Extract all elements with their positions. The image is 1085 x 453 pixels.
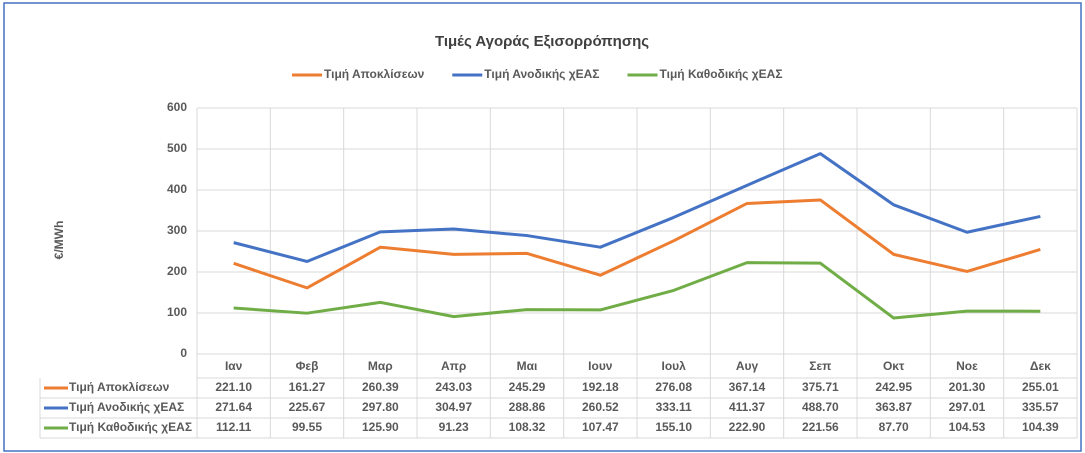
table-cell: 255.01: [1022, 380, 1059, 394]
table-cell: 411.37: [729, 400, 765, 414]
y-tick-label: 100: [167, 305, 187, 319]
table-cell: 304.97: [435, 400, 472, 414]
x-tick-label: Ιαν: [225, 359, 243, 373]
table-cell: 107.47: [582, 420, 619, 434]
table-cell: 192.18: [582, 380, 619, 394]
table-cell: 201.30: [949, 380, 986, 394]
table-row-header: Τιμή Καθοδικής χΕΑΣ: [69, 420, 192, 434]
table-cell: 363.87: [875, 400, 912, 414]
series-line: [233, 198, 1041, 290]
x-tick-label: Απρ: [441, 359, 466, 373]
table-cell: 335.57: [1022, 400, 1059, 414]
table-cell: 91.23: [439, 420, 469, 434]
y-tick-label: 300: [167, 223, 187, 237]
table-cell: 104.39: [1022, 420, 1059, 434]
x-tick-label: Ιουν: [588, 359, 613, 373]
table-cell: 488.70: [802, 400, 839, 414]
x-tick-label: Μαι: [517, 359, 538, 373]
x-tick-label: Αυγ: [736, 359, 759, 373]
table-cell: 221.56: [802, 420, 839, 434]
y-tick-label: 200: [167, 264, 187, 278]
table-row-header: Τιμή Ανοδικής χΕΑΣ: [69, 400, 184, 414]
series-line: [233, 152, 1041, 263]
table-cell: 375.71: [802, 380, 839, 394]
x-tick-label: Οκτ: [883, 359, 905, 373]
table-cell: 221.10: [215, 380, 252, 394]
y-tick-label: 500: [167, 141, 187, 155]
table-cell: 271.64: [215, 400, 252, 414]
x-tick-label: Μαρ: [368, 359, 393, 373]
table-row-header: Τιμή Αποκλίσεων: [69, 380, 170, 394]
table-cell: 125.90: [362, 420, 399, 434]
x-tick-label: Σεπ: [809, 359, 831, 373]
x-tick-label: Δεκ: [1030, 359, 1051, 373]
x-tick-label: Φεβ: [296, 359, 319, 373]
table-cell: 276.08: [655, 380, 692, 394]
y-axis-title: €/MWh: [52, 221, 66, 260]
chart-frame: [3, 2, 1082, 452]
table-cell: 222.90: [729, 420, 766, 434]
table-cell: 367.14: [729, 380, 766, 394]
table-cell: 104.53: [949, 420, 986, 434]
table-cell: 112.11: [216, 420, 252, 434]
chart-title: Τιμές Αγοράς Εξισορρόπησης: [435, 33, 649, 50]
table-cell: 333.11: [656, 400, 692, 414]
table-cell: 242.95: [875, 380, 912, 394]
series-line: [233, 261, 1041, 320]
table-cell: 260.39: [362, 380, 399, 394]
table-cell: 288.86: [509, 400, 546, 414]
y-tick-label: 400: [167, 182, 187, 196]
table-cell: 99.55: [292, 420, 322, 434]
table-cell: 260.52: [582, 400, 619, 414]
table-cell: 161.27: [289, 380, 326, 394]
table-cell: 245.29: [509, 380, 546, 394]
legend-label: Τιμή Αποκλίσεων: [324, 67, 425, 81]
y-tick-label: 0: [180, 346, 187, 360]
table-cell: 225.67: [289, 400, 326, 414]
table-cell: 297.80: [362, 400, 399, 414]
table-cell: 243.03: [435, 380, 472, 394]
table-cell: 155.10: [655, 420, 692, 434]
legend-label: Τιμή Καθοδικής χΕΑΣ: [660, 67, 783, 81]
legend-label: Τιμή Ανοδικής χΕΑΣ: [484, 67, 599, 81]
table-cell: 108.32: [509, 420, 546, 434]
y-tick-label: 600: [167, 100, 187, 114]
table-cell: 297.01: [949, 400, 986, 414]
x-tick-label: Ιουλ: [662, 359, 687, 373]
table-cell: 87.70: [879, 420, 909, 434]
x-tick-label: Νοε: [956, 359, 978, 373]
